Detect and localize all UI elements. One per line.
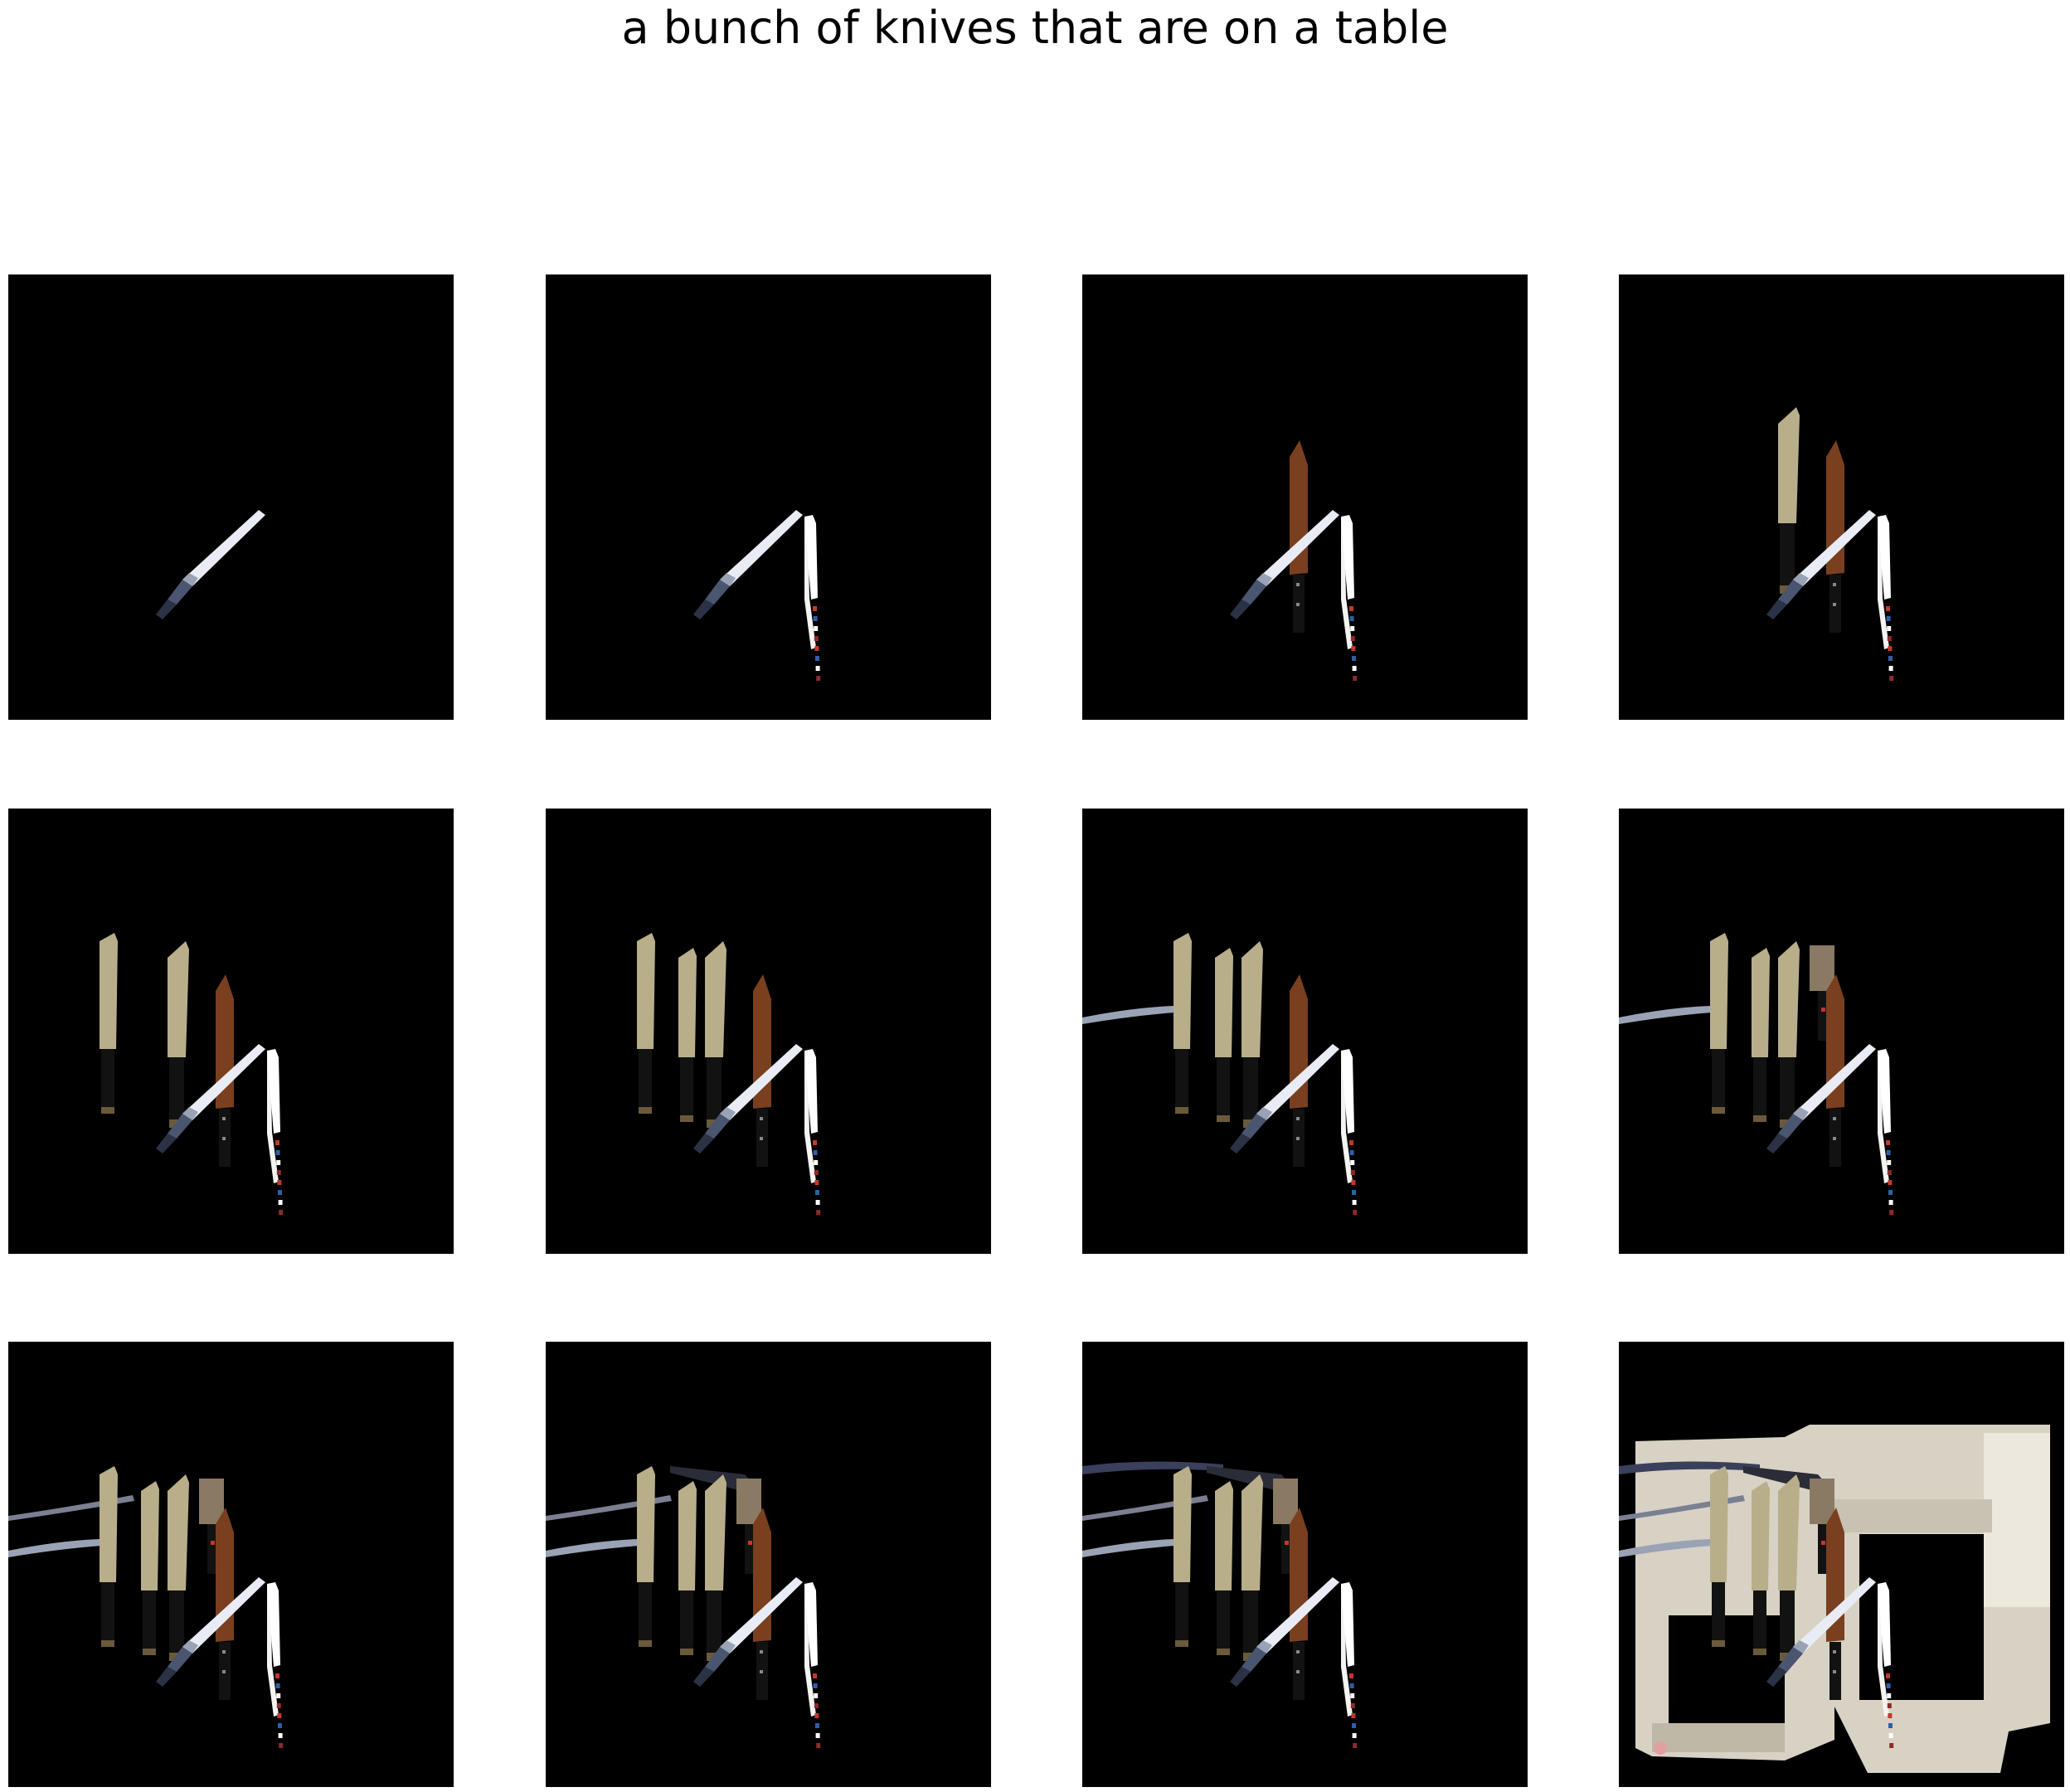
panel-image <box>1082 1461 1358 1748</box>
white-knife <box>804 515 821 681</box>
small-knife <box>156 1577 265 1687</box>
small-knife <box>693 1577 803 1687</box>
white-knife <box>1341 1582 1358 1748</box>
panel-image <box>1082 933 1358 1215</box>
small-knife <box>1230 1577 1339 1687</box>
santoku-3 <box>1215 948 1233 1122</box>
santoku-2 <box>100 1466 118 1647</box>
santoku-2 <box>100 933 118 1114</box>
panel-image <box>100 933 284 1215</box>
santoku-1 <box>168 1474 189 1661</box>
panel-image <box>693 510 821 681</box>
brown-knife <box>1826 1508 1844 1700</box>
panel-step-3 <box>1082 274 1528 720</box>
white-knife <box>1341 1049 1358 1215</box>
white-knife <box>804 1582 821 1748</box>
long-blade-1 <box>8 1536 109 1557</box>
white-knife <box>1341 515 1358 681</box>
panel-step-5 <box>8 809 454 1254</box>
panel-step-2 <box>546 274 991 720</box>
santoku-2 <box>637 1466 655 1647</box>
white-knife <box>267 1582 284 1748</box>
white-knife <box>267 1049 284 1215</box>
panel-step-9 <box>8 1342 454 1787</box>
small-knife <box>156 1044 265 1153</box>
santoku-2 <box>637 933 655 1114</box>
panel-step-7 <box>1082 809 1528 1254</box>
small-knife <box>156 510 265 619</box>
long-blade-1 <box>546 1536 647 1557</box>
panel-image <box>1766 407 1894 681</box>
panel-image <box>1619 933 1894 1215</box>
small-knife <box>1766 1577 1876 1687</box>
panel-image <box>637 933 821 1215</box>
santoku-3 <box>678 1481 697 1655</box>
white-knife <box>804 1049 821 1215</box>
panel-step-12 <box>1619 1342 2064 1787</box>
panel-step-11 <box>1082 1342 1528 1787</box>
santoku-3 <box>1215 1481 1233 1655</box>
santoku-1 <box>705 1474 726 1661</box>
santoku-3 <box>678 948 697 1122</box>
santoku-3 <box>141 1481 159 1655</box>
santoku-2 <box>1710 933 1728 1114</box>
long-blade-1 <box>1619 1003 1720 1024</box>
white-knife <box>1878 1049 1894 1215</box>
panel-step-1 <box>8 274 454 720</box>
small-knife <box>1230 1044 1339 1153</box>
figure-title: a bunch of knives that are on a table <box>621 2 1449 54</box>
panel-image <box>546 1466 821 1748</box>
small-knife <box>1766 1044 1876 1153</box>
panel-step-8 <box>1619 809 2064 1254</box>
santoku-2 <box>1710 1466 1728 1647</box>
long-blade-3 <box>1082 1461 1223 1474</box>
panel-step-4 <box>1619 274 2064 720</box>
panel-image <box>1619 1425 2050 1773</box>
panel-image <box>1230 440 1358 681</box>
small-knife <box>1766 510 1876 619</box>
santoku-2 <box>1173 1466 1192 1647</box>
long-blade-1 <box>1082 1536 1183 1557</box>
santoku-1 <box>1242 941 1263 1128</box>
panel-step-10 <box>546 1342 991 1787</box>
long-blade-3 <box>1619 1461 1760 1474</box>
small-knife <box>693 1044 803 1153</box>
santoku-1 <box>1778 407 1800 594</box>
white-knife <box>1878 1582 1894 1748</box>
santoku-3 <box>1752 948 1770 1122</box>
santoku-1 <box>1242 1474 1263 1661</box>
panel-image <box>8 1466 284 1748</box>
santoku-3 <box>1752 1481 1770 1655</box>
santoku-1 <box>705 941 726 1128</box>
panel-step-6 <box>546 809 991 1254</box>
santoku-1 <box>1778 941 1800 1128</box>
white-knife <box>1878 515 1894 681</box>
santoku-1 <box>168 941 189 1128</box>
panel-image <box>156 510 265 619</box>
small-knife <box>1230 510 1339 619</box>
long-blade-1 <box>1082 1003 1183 1024</box>
santoku-2 <box>1173 933 1192 1114</box>
small-knife <box>693 510 803 619</box>
